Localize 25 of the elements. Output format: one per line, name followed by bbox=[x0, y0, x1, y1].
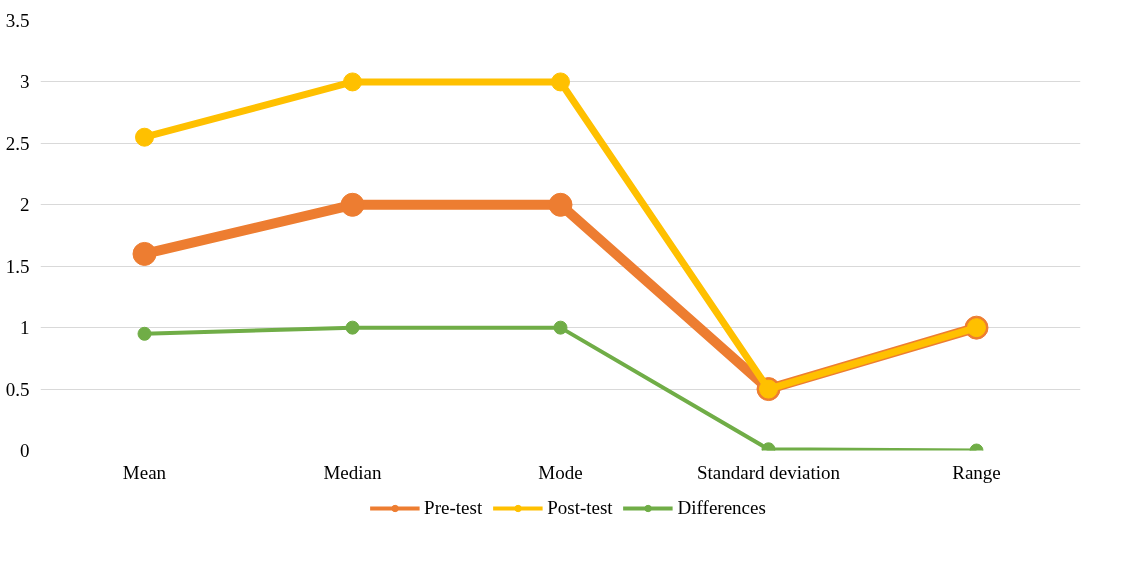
y-tick-label: 3.5 bbox=[5, 10, 30, 31]
legend-label: Post-test bbox=[547, 496, 613, 519]
y-tick-label: 0.5 bbox=[5, 378, 30, 400]
point bbox=[340, 192, 365, 217]
point bbox=[135, 127, 154, 147]
point bbox=[553, 320, 568, 335]
x-tick-label: Mean bbox=[122, 461, 167, 483]
y-tick-label: 2.5 bbox=[5, 132, 30, 154]
x-tick-label: Mode bbox=[538, 461, 583, 483]
point bbox=[345, 320, 360, 335]
y-tick-label: 2 bbox=[20, 194, 30, 216]
x-tick-label: Median bbox=[323, 461, 383, 483]
y-tick-label: 1.5 bbox=[5, 255, 30, 277]
x-tick-label: Range bbox=[952, 461, 1001, 483]
legend-label: Differences bbox=[677, 496, 766, 519]
point bbox=[137, 326, 152, 341]
y-tick-label: 3 bbox=[20, 71, 30, 93]
point bbox=[551, 72, 570, 92]
y-tick-label: 1 bbox=[20, 317, 30, 339]
x-tick-label: Standard deviation bbox=[697, 461, 841, 483]
point bbox=[343, 72, 362, 92]
point bbox=[548, 192, 573, 217]
legend-label: Pre-test bbox=[424, 496, 483, 519]
y-tick-label: 0 bbox=[20, 440, 30, 461]
point bbox=[132, 241, 157, 266]
